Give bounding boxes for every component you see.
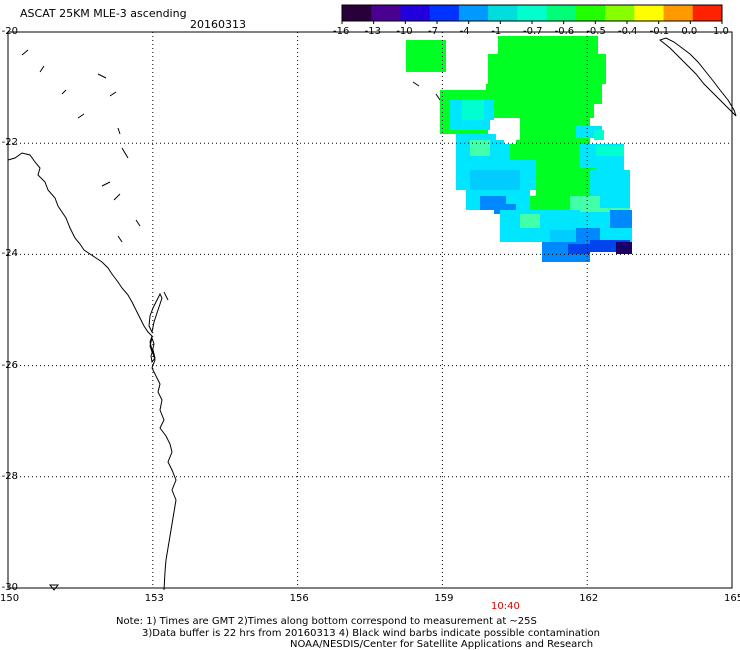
lon-tick-label: 159	[434, 593, 454, 604]
reef-segment	[77, 113, 85, 119]
wind-cell	[536, 168, 596, 198]
reef-segment	[109, 91, 117, 97]
note-line-1: Note: 1) Times are GMT 2)Times along bot…	[116, 616, 537, 627]
reef-segment	[117, 127, 121, 135]
lat-tick-label: -22	[1, 137, 18, 149]
wind-cell	[486, 84, 602, 104]
colorbar-segment	[692, 5, 723, 21]
reef-segment	[135, 219, 141, 227]
moreton-island	[149, 336, 155, 354]
colorbar-segment	[400, 5, 431, 21]
colorbar-tick-label: 0.0	[681, 26, 698, 37]
map-date: 20160313	[190, 18, 246, 31]
colorbar-segment	[488, 5, 518, 21]
wind-cell	[494, 204, 516, 214]
lat-tick-label: -28	[1, 470, 18, 482]
map-title: ASCAT 25KM MLE-3 ascending	[20, 7, 187, 20]
colorbar-segment	[517, 5, 548, 21]
colorbar-segment	[342, 5, 372, 21]
fraser-island	[148, 292, 163, 334]
wind-cell	[600, 194, 630, 208]
wind-cell	[594, 130, 604, 140]
wind-cell	[488, 54, 606, 84]
colorbar-tick-label: -0.5	[586, 26, 606, 37]
colorbar	[341, 4, 723, 24]
data-swath	[406, 36, 632, 262]
lat-tick-label: -24	[1, 248, 18, 260]
lon-tick-label: 165	[724, 593, 740, 604]
map-frame	[7, 31, 733, 589]
wind-cell	[462, 100, 490, 120]
colorbar-tick-label: -0.6	[554, 26, 575, 37]
australia-coastline	[7, 152, 177, 591]
colorbar-tick-label: -0.4	[618, 26, 638, 37]
wind-cell	[470, 170, 520, 190]
colorbar-segment	[634, 5, 665, 21]
coastline	[7, 37, 737, 591]
wind-cell	[568, 244, 590, 254]
colorbar-tick-label: -16	[333, 26, 350, 37]
colorbar-tick-label: -4	[459, 26, 470, 37]
wind-cell	[616, 242, 632, 254]
data-gap	[504, 118, 516, 144]
note-line-3: NOAA/NESDIS/Center for Satellite Applica…	[290, 639, 594, 650]
wind-cell	[484, 100, 494, 120]
wind-cell	[490, 104, 594, 118]
colorbar-segment	[575, 5, 606, 21]
wind-cell	[596, 146, 624, 156]
colorbar-tick-label: -1	[491, 26, 502, 37]
note-line-2: 3)Data buffer is 22 hrs from 20160313 4)…	[142, 628, 600, 639]
wind-cell	[500, 228, 550, 242]
reef-segment	[121, 147, 129, 159]
colorbar-segment	[371, 5, 401, 21]
wind-cell	[576, 228, 600, 242]
lon-tick-label: 156	[289, 593, 309, 604]
reef-segment	[113, 193, 121, 201]
new-caledonia-coastline	[658, 37, 737, 117]
pass-time-label: 10:40	[491, 601, 520, 612]
reef-segment	[39, 65, 45, 73]
lon-tick-label: 162	[579, 593, 599, 604]
reef-segment	[101, 181, 111, 187]
lat-tick-label: -26	[1, 359, 18, 371]
lat-lon-grid	[8, 32, 732, 588]
colorbar-tick-label: -13	[364, 26, 381, 37]
lat-tick-label: -20	[1, 26, 18, 37]
wind-cell	[610, 210, 632, 230]
island-segment	[435, 93, 441, 101]
colorbar-segment	[605, 5, 635, 21]
reef-segment	[117, 235, 123, 243]
colorbar-tick-label: -7	[428, 26, 438, 37]
colorbar-segment	[429, 5, 460, 21]
island-segment	[412, 81, 420, 87]
wind-cell	[498, 36, 598, 54]
wind-cell	[470, 140, 490, 156]
lon-tick-label: 150	[0, 593, 20, 604]
wind-cell	[550, 230, 582, 244]
colorbar-tick-label: 1.0	[713, 26, 729, 37]
reef-segment	[97, 73, 107, 79]
reef-segment	[163, 291, 169, 301]
lat-tick-label: -30	[1, 582, 18, 593]
wind-cell	[520, 214, 540, 228]
colorbar-tick-label: -10	[396, 26, 413, 37]
wind-cell	[600, 228, 632, 242]
colorbar-segment	[546, 5, 577, 21]
reef-segment	[21, 49, 29, 56]
wind-cell	[406, 40, 446, 72]
reef-segment	[61, 89, 67, 95]
colorbar-tick-label: -0.7	[523, 26, 543, 37]
wind-cell	[590, 170, 630, 198]
colorbar-segment	[458, 5, 489, 21]
colorbar-segment	[663, 5, 694, 21]
colorbar-tick-label: -0.1	[649, 26, 670, 37]
lon-tick-label: 153	[144, 593, 164, 604]
wind-cell	[520, 118, 590, 140]
